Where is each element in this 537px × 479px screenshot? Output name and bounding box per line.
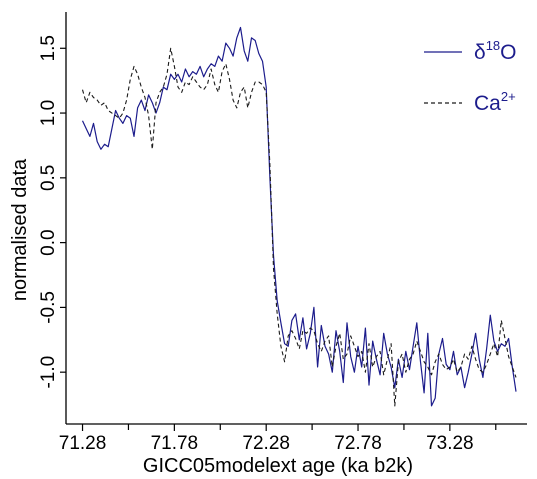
legend: δ18O Ca2+ [424,38,517,115]
series-layer [81,26,517,407]
legend-ca-label: Ca2+ [474,89,516,115]
y-tick-label: -1.0 [38,356,59,389]
x-tick-label: 71.78 [151,433,199,454]
y-axis-label: normalised data [9,158,31,301]
legend-d18o-label: δ18O [474,38,517,64]
y-tick-label: 0.5 [38,165,59,191]
x-tick-label: 72.78 [334,433,382,454]
y-tick-label: 1.0 [38,100,59,126]
y-tick-label: 1.5 [38,35,59,61]
y-tick-label: 0.0 [38,229,59,255]
y-tick-label: -0.5 [38,291,59,324]
x-axis-label: GICC05modelext age (ka b2k) [143,455,413,477]
x-tick-label: 71.28 [59,433,107,454]
x-tick-label: 73.28 [426,433,474,454]
x-tick-label: 72.28 [242,433,290,454]
ca-series-line [81,47,517,407]
axes: -1.0 -0.5 0.0 0.5 1.0 1.5 71.28 71.78 72.28 72.78… [38,12,527,454]
d18o-series-line [81,26,517,407]
